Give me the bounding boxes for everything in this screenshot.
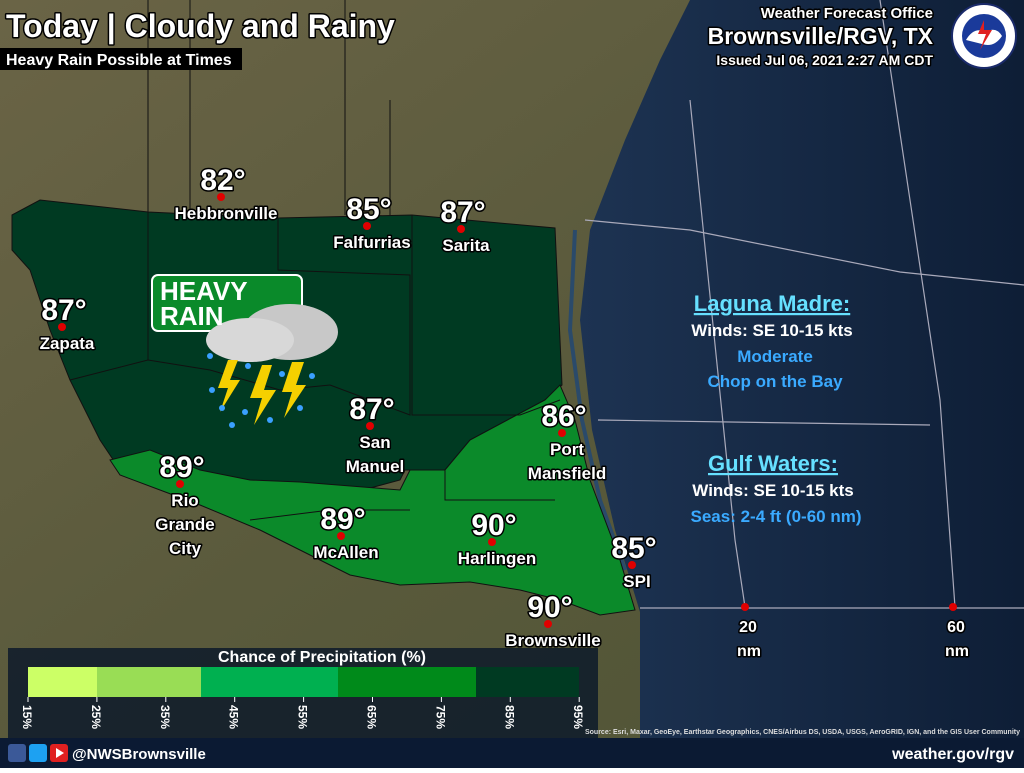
city-dot bbox=[217, 193, 225, 201]
city-temp: 87° bbox=[41, 294, 86, 327]
marine-detail: Seas: 2-4 ft (0-60 nm) bbox=[691, 507, 862, 526]
legend-tick-label: 75% bbox=[433, 705, 447, 729]
legend-ticks: 15% 25% 35% 45% 55% 65% 75% 85% 95% bbox=[20, 697, 585, 729]
city-dot bbox=[366, 422, 374, 430]
marine-winds: Winds: SE 10-15 kts bbox=[691, 321, 852, 340]
city-name: Sarita bbox=[442, 236, 490, 255]
city-name: Manuel bbox=[346, 457, 405, 476]
city-temp: 90° bbox=[527, 591, 572, 624]
city-dot bbox=[457, 225, 465, 233]
legend-tick-label: 25% bbox=[89, 705, 103, 729]
legend-tick-label: 35% bbox=[158, 705, 172, 729]
marine-title: Gulf Waters: bbox=[708, 451, 838, 476]
hazard-label: RAIN bbox=[160, 301, 224, 331]
distance-markers: 20 nm 60 nm bbox=[736, 603, 971, 662]
city-name: SPI bbox=[623, 572, 650, 591]
office-location: Brownsville/RGV, TX bbox=[708, 23, 934, 49]
city-name: Falfurrias bbox=[333, 233, 410, 252]
handle[interactable]: @NWSBrownsville bbox=[72, 746, 206, 763]
distance-dot bbox=[741, 603, 749, 611]
city-dot bbox=[628, 561, 636, 569]
city-temp: 87° bbox=[440, 196, 485, 229]
cities: 82° Hebbronville 85° Falfurrias 87° Sarita 87°… bbox=[38, 163, 658, 652]
legend-tick-label: 15% bbox=[20, 705, 34, 729]
marine-title: Laguna Madre: bbox=[694, 291, 850, 316]
nws-logo bbox=[951, 3, 1017, 69]
marine-zones bbox=[584, 0, 1024, 609]
city-dot bbox=[337, 532, 345, 540]
office-name: Weather Forecast Office bbox=[761, 5, 933, 22]
distance-value: 20 bbox=[739, 619, 757, 636]
city-name: Hebbronville bbox=[175, 204, 278, 223]
city-temp: 89° bbox=[320, 503, 365, 536]
subtitle: Heavy Rain Possible at Times bbox=[6, 52, 232, 69]
distance-unit: nm bbox=[737, 643, 761, 660]
legend-scale bbox=[28, 667, 579, 697]
city-name: City bbox=[169, 539, 202, 558]
city-temp: 85° bbox=[346, 193, 391, 226]
distance-dot bbox=[949, 603, 957, 611]
zone-85-95 bbox=[11, 199, 563, 521]
legend-tick-label: 55% bbox=[296, 705, 310, 729]
city-temp: 85° bbox=[611, 532, 656, 565]
marine-detail: Chop on the Bay bbox=[707, 372, 843, 391]
city-name: Rio bbox=[171, 491, 198, 510]
city-name: Mansfield bbox=[528, 464, 606, 483]
city-name: Brownsville bbox=[505, 631, 600, 650]
credits: Source: Esri, Maxar, GeoEye, Earthstar G… bbox=[585, 729, 1020, 736]
distance-value: 60 bbox=[947, 619, 965, 636]
city-name: Zapata bbox=[40, 334, 95, 353]
city-name: Harlingen bbox=[458, 549, 536, 568]
city-name: Grande bbox=[155, 515, 215, 534]
gulf bbox=[580, 0, 1024, 740]
city-name: San bbox=[359, 433, 390, 452]
city-temp: 90° bbox=[471, 509, 516, 542]
title: Today | Cloudy and Rainy bbox=[6, 8, 395, 44]
city-temp: 89° bbox=[159, 451, 204, 484]
legend-tick-label: 85% bbox=[502, 705, 516, 729]
heavy-rain-icon bbox=[151, 274, 338, 428]
url[interactable]: weather.gov/rgv bbox=[891, 746, 1014, 763]
legend-tick-label: 95% bbox=[571, 705, 585, 729]
marine-winds: Winds: SE 10-15 kts bbox=[692, 481, 853, 500]
legend-tick-label: 65% bbox=[365, 705, 379, 729]
legend-title: Chance of Precipitation (%) bbox=[218, 649, 426, 666]
city-dot bbox=[363, 222, 371, 230]
city-name: McAllen bbox=[313, 543, 378, 562]
laguna-madre bbox=[567, 229, 627, 571]
marine-detail: Moderate bbox=[737, 347, 813, 366]
city-dot bbox=[176, 480, 184, 488]
legend-tick-label: 45% bbox=[227, 705, 241, 729]
city-dot bbox=[558, 429, 566, 437]
zone-65-85 bbox=[109, 384, 636, 616]
subtitle-band bbox=[0, 48, 242, 70]
city-dot bbox=[488, 538, 496, 546]
issued: Issued Jul 06, 2021 2:27 AM CDT bbox=[716, 52, 933, 68]
city-temp: 82° bbox=[200, 164, 245, 197]
city-dot bbox=[544, 620, 552, 628]
marine-forecast: Laguna Madre: Winds: SE 10-15 kts Moderate… bbox=[691, 291, 862, 526]
city-name: Port bbox=[550, 440, 584, 459]
county-lines bbox=[69, 0, 561, 521]
footer-bar bbox=[0, 738, 1024, 768]
city-dot bbox=[58, 323, 66, 331]
city-temp: 87° bbox=[349, 393, 394, 426]
hazard-label: HEAVY bbox=[160, 276, 248, 306]
social-icons[interactable] bbox=[8, 744, 68, 762]
distance-unit: nm bbox=[945, 643, 969, 660]
city-temp: 86° bbox=[541, 400, 586, 433]
